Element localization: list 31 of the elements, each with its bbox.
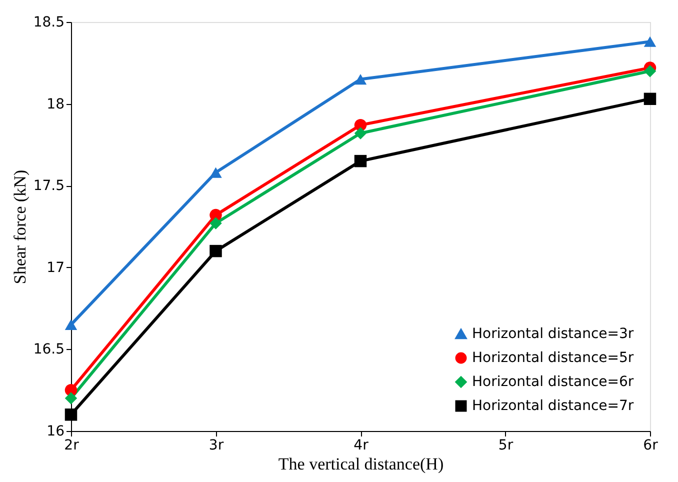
legend-label: Horizontal distance=3r <box>472 326 634 342</box>
point <box>644 36 656 47</box>
x-tick-label: 3r <box>208 438 224 454</box>
legend-label: Horizontal distance=6r <box>472 374 634 390</box>
x-tick-label: 5r <box>498 438 514 454</box>
point <box>210 244 222 258</box>
point <box>354 118 367 132</box>
point <box>210 217 222 230</box>
y-tick-label: 17 <box>46 260 64 276</box>
y-tick-label: 18 <box>46 96 64 112</box>
y-tick-label: 16.5 <box>33 342 64 358</box>
y-axis-title: Shear force (kN) <box>10 170 30 284</box>
point <box>354 154 367 168</box>
point <box>354 74 367 85</box>
x-axis-title: The vertical distance(H) <box>278 454 444 474</box>
x-tick-label: 4r <box>354 438 369 454</box>
point <box>64 408 78 421</box>
point <box>210 167 222 178</box>
x-tick-label: 2r <box>64 438 80 454</box>
point <box>354 127 367 140</box>
legend-label: Horizontal distance=5r <box>472 350 634 366</box>
y-tick-label: 18.5 <box>33 14 64 30</box>
y-tick-label: 17.5 <box>33 178 64 194</box>
point <box>64 319 78 330</box>
point <box>64 392 78 404</box>
x-tick-label: 6r <box>643 438 658 454</box>
point <box>644 64 656 78</box>
point <box>644 92 656 106</box>
point <box>210 208 222 222</box>
legend-label: Horizontal distance=7r <box>472 398 634 414</box>
y-tick-label: 16 <box>46 424 65 440</box>
